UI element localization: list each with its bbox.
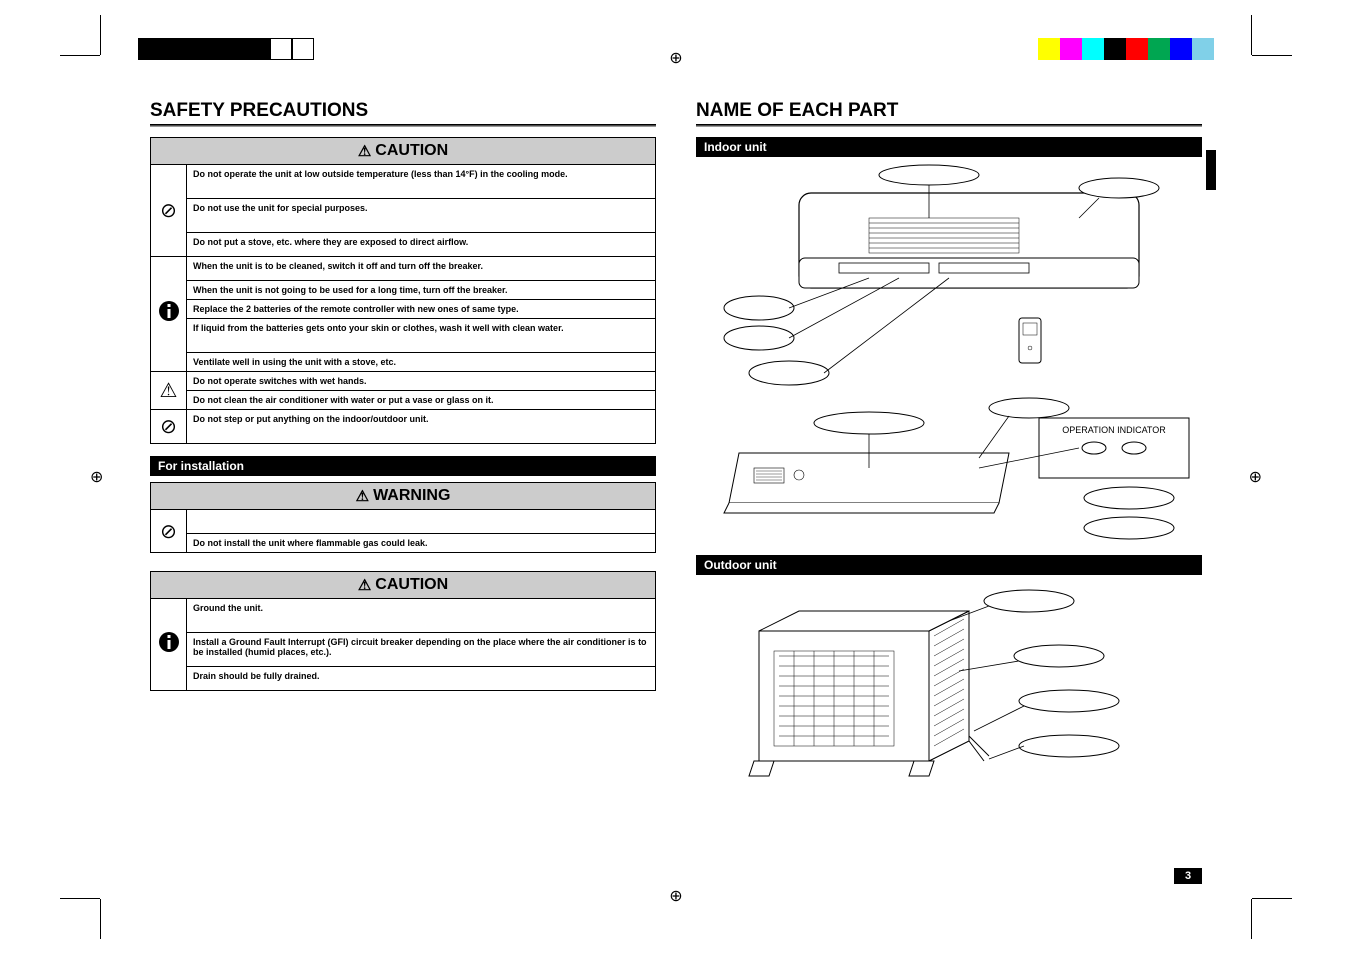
shock-icon: ⚠ xyxy=(151,372,187,410)
safety-title: SAFETY PRECAUTIONS xyxy=(150,100,656,122)
mandatory-icon-2 xyxy=(151,599,187,691)
parts-title: NAME OF EACH PART xyxy=(696,100,1202,122)
mandatory-icon xyxy=(151,257,187,372)
left-column: SAFETY PRECAUTIONS ⚠CAUTION ⊘Do not oper… xyxy=(150,100,656,801)
registration-mark-top: ⊕ xyxy=(669,48,682,68)
c1r11: Do not step or put anything on the indoo… xyxy=(187,410,656,444)
prohibit-icon-2: ⊘ xyxy=(151,510,187,553)
c1r4: When the unit is to be cleaned, switch i… xyxy=(187,257,656,281)
indoor-unit-diagram: OPERATION INDICATOR xyxy=(696,163,1202,543)
wr1 xyxy=(187,510,656,534)
c1r1: Do not operate the unit at low outside t… xyxy=(187,165,656,199)
caution-table-2: ⚠CAUTION Ground the unit. Install a Grou… xyxy=(150,571,656,691)
registration-mark-bottom: ⊕ xyxy=(669,886,682,906)
outdoor-section: Outdoor unit xyxy=(696,555,1202,575)
nostep-icon: ⊘ xyxy=(151,410,187,444)
caution2-header: CAUTION xyxy=(375,576,448,593)
caution-table-1: ⚠CAUTION ⊘Do not operate the unit at low… xyxy=(150,137,656,444)
c1r3: Do not put a stove, etc. where they are … xyxy=(187,233,656,257)
c2r1: Ground the unit. xyxy=(187,599,656,633)
caution1-header: CAUTION xyxy=(375,142,448,159)
c1r10: Do not clean the air conditioner with wa… xyxy=(187,391,656,410)
page-number: 3 xyxy=(1174,868,1202,884)
c1r6: Replace the 2 batteries of the remote co… xyxy=(187,300,656,319)
c2r3: Drain should be fully drained. xyxy=(187,667,656,691)
c1r9: Do not operate switches with wet hands. xyxy=(187,372,656,391)
install-section: For installation xyxy=(150,456,656,476)
warning-header: WARNING xyxy=(373,487,450,504)
registration-mark-right: ⊕ xyxy=(1249,467,1262,487)
right-column: NAME OF EACH PART Indoor unit xyxy=(696,100,1202,801)
color-bar-left xyxy=(138,38,314,60)
registration-mark-left: ⊕ xyxy=(90,467,103,487)
c1r2: Do not use the unit for special purposes… xyxy=(187,199,656,233)
op-indicator-label: OPERATION INDICATOR xyxy=(1062,425,1166,435)
indoor-section: Indoor unit xyxy=(696,137,1202,157)
c1r7: If liquid from the batteries gets onto y… xyxy=(187,319,656,353)
wr2: Do not install the unit where flammable … xyxy=(187,534,656,553)
color-bar-right xyxy=(1038,38,1214,60)
c1r5: When the unit is not going to be used fo… xyxy=(187,281,656,300)
side-tab xyxy=(1206,150,1216,190)
outdoor-unit-diagram xyxy=(696,581,1202,801)
c1r8: Ventilate well in using the unit with a … xyxy=(187,353,656,372)
warning-table: ⚠WARNING ⊘ Do not install the unit where… xyxy=(150,482,656,553)
c2r2: Install a Ground Fault Interrupt (GFI) c… xyxy=(187,633,656,667)
prohibit-icon: ⊘ xyxy=(151,165,187,257)
